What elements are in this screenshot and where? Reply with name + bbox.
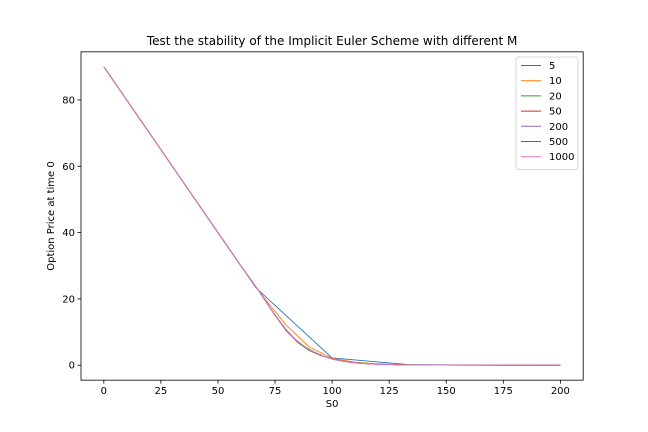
x-tick-label: 200 xyxy=(551,386,570,397)
x-tick-label: 0 xyxy=(101,386,107,397)
x-tick-label: 150 xyxy=(437,386,456,397)
plot-area xyxy=(81,51,584,381)
x-tick-label: 75 xyxy=(269,386,282,397)
y-axis-label: Option Price at time 0 xyxy=(46,161,57,271)
x-tick-label: 175 xyxy=(494,386,513,397)
x-tick-label: 25 xyxy=(155,386,168,397)
legend: 5 10 20 50 200 500 1000 xyxy=(515,56,579,170)
x-axis-label: S0 xyxy=(326,399,339,410)
y-tick-label: 80 xyxy=(62,95,75,106)
legend-label: 1000 xyxy=(549,152,574,163)
x-tick-label: 100 xyxy=(323,386,342,397)
legend-label: 10 xyxy=(549,76,562,87)
x-axis-ticks: 0 25 50 75 100 125 150 175 200 xyxy=(101,380,570,397)
y-tick-label: 60 xyxy=(62,162,75,173)
y-axis-ticks: 0 20 40 60 80 xyxy=(62,95,81,372)
series-line-1000 xyxy=(103,66,561,366)
y-tick-label: 20 xyxy=(62,294,75,305)
y-tick-label: 40 xyxy=(62,228,75,239)
x-tick-label: 125 xyxy=(380,386,399,397)
series-layer xyxy=(103,66,561,366)
legend-label: 5 xyxy=(549,61,555,72)
chart-title: Test the stability of the Implicit Euler… xyxy=(146,34,518,48)
legend-label: 200 xyxy=(549,122,568,133)
x-tick-label: 50 xyxy=(212,386,225,397)
legend-label: 500 xyxy=(549,137,568,148)
legend-label: 50 xyxy=(549,107,562,118)
y-tick-label: 0 xyxy=(69,361,75,372)
legend-label: 20 xyxy=(549,91,562,102)
